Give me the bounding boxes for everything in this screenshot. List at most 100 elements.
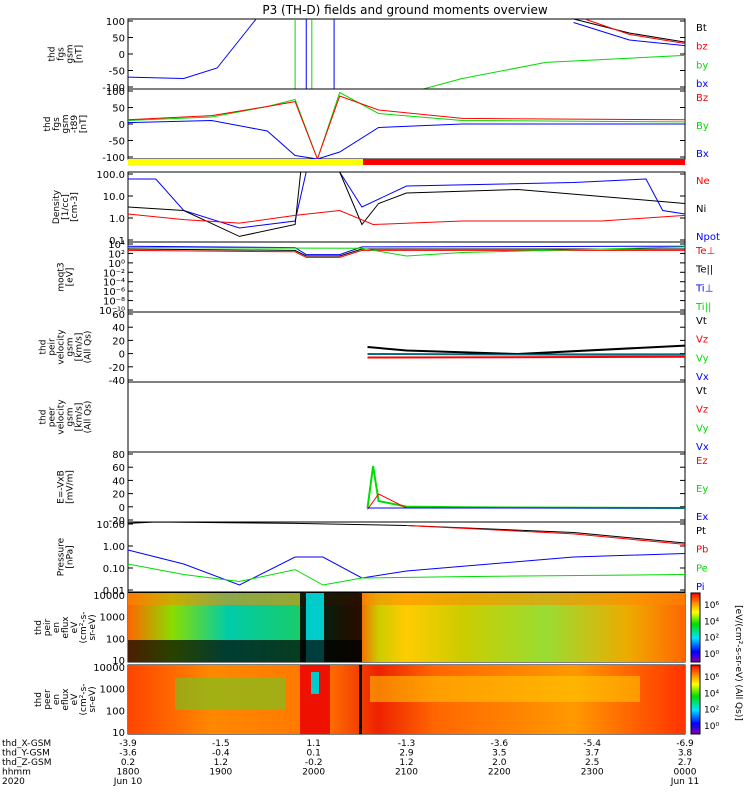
y-axis-label: (cm²-s- (79, 683, 89, 715)
legend-by: by (696, 60, 708, 71)
y-tick-label: 10.00 (96, 520, 125, 531)
y-tick-label: 0 (119, 50, 125, 61)
y-axis-label: E=-VxB (57, 470, 67, 504)
trace-vz (367, 355, 686, 359)
colorbar-top (690, 592, 701, 663)
x-tick-label: 1900 (209, 768, 232, 778)
panel-p3: 100.0 10.0 1.0 0.1 Density [1/cc] [cm-3] Ne Ni Np… (52, 170, 720, 247)
figure-title: P3 (TH-D) fields and ground moments over… (262, 3, 547, 17)
y-tick-label: 40 (112, 323, 125, 334)
x-tick-label: -6.9 (676, 739, 694, 749)
legend-Bx: Bx (696, 149, 709, 160)
y-tick-label: 10⁻⁶ (103, 287, 125, 298)
colorbar-tick-top: 10⁴ (704, 617, 719, 627)
y-tick-label: 10⁻² (103, 268, 125, 279)
y-tick-label: 10⁻⁸ (103, 297, 125, 308)
y-axis-label: sr-eV) (88, 686, 98, 712)
x-tick-label: 1800 (117, 768, 140, 778)
panel-frame (127, 18, 686, 90)
y-axis-label: (All Qs) (84, 401, 94, 434)
y-tick-label: 0.10 (103, 564, 125, 575)
x-tick-label: 0000 (674, 768, 697, 778)
y-axis-label: (All Qs) (84, 331, 94, 364)
legend-Vy: Vy (696, 353, 709, 364)
legend-Ni: Ni (696, 204, 706, 215)
trace-bx-tail (573, 22, 686, 47)
colorbar-tick-bottom: 10⁶ (704, 673, 719, 683)
electron-spectrogram-gap (359, 665, 362, 734)
y-axis-label: sr-eV) (88, 614, 98, 640)
y-axis-label: [nT] (79, 115, 89, 133)
legend-Te⊥: Te⊥ (695, 246, 715, 257)
electron-spectrogram-center-cyan (311, 672, 319, 694)
y-tick-label: 0.1 (109, 236, 125, 247)
legend-bz: bz (696, 42, 708, 53)
orbit-bar-red (363, 159, 685, 165)
y-axis-label: Pressure (57, 537, 67, 576)
y-tick-label: 100 (106, 17, 125, 28)
x-row-label: thd_Y-GSM (2, 749, 50, 759)
colorbar-tick-bottom: 10² (704, 706, 719, 716)
colorbars: 10⁶ 10⁴ 10² 10⁰ 10⁶ 10⁴ 10² 10⁰ [eV/(cm²-s-sr-e… (690, 592, 743, 735)
orbit-bar (128, 159, 685, 165)
y-tick-label: -20 (109, 363, 125, 374)
y-tick-label: 10⁻⁴ (103, 278, 125, 289)
x-tick-label: 2000 (302, 768, 325, 778)
x-tick-label: 3.7 (585, 749, 599, 759)
legend-Ez: Ez (696, 456, 708, 467)
y-axis-label: gsm (66, 337, 76, 356)
y-tick-label: 10000 (93, 591, 125, 602)
y-tick-label: -100 (102, 83, 125, 94)
panel-p7: 80 60 40 20 0 -20 E=-VxB [mV/m] Ez Ey Ex (57, 450, 709, 527)
y-tick-label: 10⁴ (108, 240, 125, 251)
x-tick-label: 2200 (488, 768, 511, 778)
x-tick-label: 2.0 (492, 758, 507, 768)
y-tick-label: 1.0 (109, 214, 125, 225)
colorbar-tick-top: 10⁶ (704, 601, 719, 611)
legend-Vx: Vx (696, 442, 709, 453)
y-tick-label: 0 (119, 350, 125, 361)
x-tick-label: Jun 10 (113, 777, 143, 787)
legend-Bz: Bz (696, 93, 708, 104)
y-tick-label: 1000 (100, 685, 125, 696)
panel-p6: thd peer velocity gsm [km/s] (All Qs) Vt Vz Vy Vx (39, 381, 709, 453)
y-axis-label: gsm (61, 114, 71, 133)
legend-Pb: Pb (696, 545, 708, 556)
x-tick-label: 0.2 (121, 758, 135, 768)
x-tick-label: -0.4 (212, 749, 230, 759)
y-tick-label: 60 (112, 463, 125, 474)
y-axis-label: thd (39, 410, 49, 425)
panel-p8: 10.00 1.00 0.10 0.01 Pressure [nPa] Pt Pb Pe Pi (57, 520, 709, 597)
electron-spectrogram-yellow-band (370, 676, 640, 702)
legend-Ey: Ey (696, 484, 708, 495)
colorbar-bottom (690, 664, 701, 735)
x-tick-label: 2300 (581, 768, 604, 778)
trace-bx (127, 119, 685, 160)
y-axis-label: (cm²-s- (79, 611, 89, 643)
x-tick-label: -0.2 (305, 758, 323, 768)
y-axis-label: eflux (61, 616, 71, 639)
x-tick-label: 1.2 (214, 758, 228, 768)
y-axis-label: [nT] (75, 45, 85, 63)
legend-Vt: Vt (696, 386, 707, 397)
trace-teperp (127, 249, 685, 258)
x-tick-label: 2.5 (585, 758, 599, 768)
trace-ne (127, 209, 686, 226)
x-row-label: thd_Z-GSM (2, 758, 51, 768)
y-tick-label: 50 (112, 34, 125, 45)
trace-pe (127, 563, 686, 586)
y-tick-label: 50 (112, 104, 125, 115)
legend-Ti||: Ti|| (695, 302, 711, 313)
x-tick-label: 3.8 (678, 749, 693, 759)
y-tick-label: 100.0 (96, 170, 125, 181)
y-tick-label: 20 (112, 490, 125, 501)
y-axis-label: thd (34, 692, 44, 707)
legend-Vy: Vy (696, 423, 709, 434)
x-tick-label: 0.1 (307, 749, 321, 759)
y-tick-label: -50 (109, 137, 125, 148)
legend-Pe: Pe (696, 563, 708, 574)
y-axis-label: [1/cc] (61, 194, 71, 220)
colorbar-tick-bottom: 10⁰ (704, 722, 719, 732)
